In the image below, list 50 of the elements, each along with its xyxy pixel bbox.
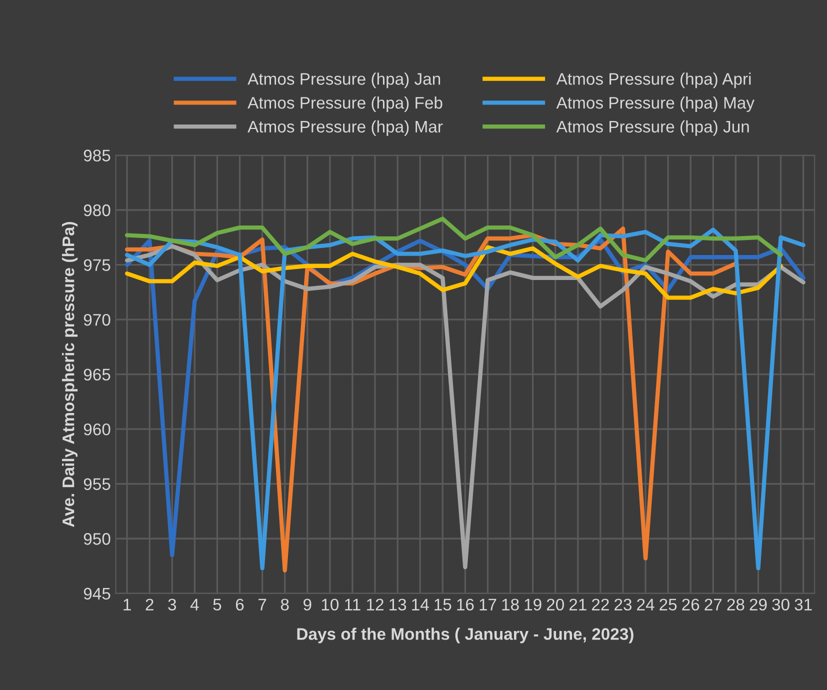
legend-label: Atmos Pressure (hpa) Mar [248,120,443,136]
legend-label: Atmos Pressure (hpa) Apri [556,72,751,88]
x-tick-label: 10 [322,598,339,611]
x-tick-label: 18 [502,598,519,611]
x-tick-label: 9 [304,598,312,611]
x-tick-label: 25 [660,598,677,611]
y-tick-label: 965 [84,368,110,381]
x-tick-label: 12 [367,598,384,610]
x-tick-label: 5 [213,598,222,611]
legend-label: Atmos Pressure (hpa) Feb [248,96,442,112]
x-tick-label: 1 [124,598,131,610]
x-tick-label: 27 [704,598,722,610]
line-series [124,216,783,262]
x-tick-label: 15 [434,598,452,611]
x-tick-label: 2 [146,598,154,610]
x-tick-label: 4 [190,598,199,610]
y-tick-label: 980 [84,204,110,216]
legend-label: Atmos Pressure (hpa) May [556,96,754,112]
x-tick-label: 23 [614,598,632,611]
y-tick-label: 960 [84,423,110,436]
y-tick-label: 950 [84,533,110,545]
x-tick-label: 30 [772,598,790,611]
x-tick-label: 17 [480,598,496,610]
x-tick-label: 16 [457,598,474,611]
x-tick-label: 7 [258,598,266,610]
x-tick-label: 13 [390,598,406,611]
x-tick-label: 14 [412,598,429,610]
legend-label: Atmos Pressure (hpa) Jan [248,72,440,88]
x-tick-label: 21 [569,598,586,610]
y-tick-label: 985 [84,150,110,162]
y-tick-label: 975 [84,259,110,271]
x-tick-label: 31 [794,598,812,611]
x-tick-label: 8 [280,598,289,611]
x-tick-label: 28 [727,598,744,611]
x-tick-label: 6 [236,598,244,611]
y-tick-label: 955 [84,478,110,490]
x-tick-label: 3 [168,598,176,611]
x-tick-label: 20 [546,598,564,611]
x-axis-title: Days of the Months ( January - June, 2023) [297,628,634,644]
y-tick-label: 970 [84,314,110,326]
legend-label: Atmos Pressure (hpa) Jun [556,120,749,136]
x-tick-label: 29 [750,598,767,611]
x-tick-label: 24 [637,598,654,610]
y-tick-label: 945 [84,588,110,600]
x-tick-label: 26 [682,598,700,611]
x-tick-label: 22 [592,598,609,610]
line-series [124,245,783,300]
x-tick-label: 11 [345,598,360,610]
x-tick-label: 19 [524,598,542,611]
y-axis-title: Ave. Daily Atmospheric pressure (hPa) [62,222,78,528]
